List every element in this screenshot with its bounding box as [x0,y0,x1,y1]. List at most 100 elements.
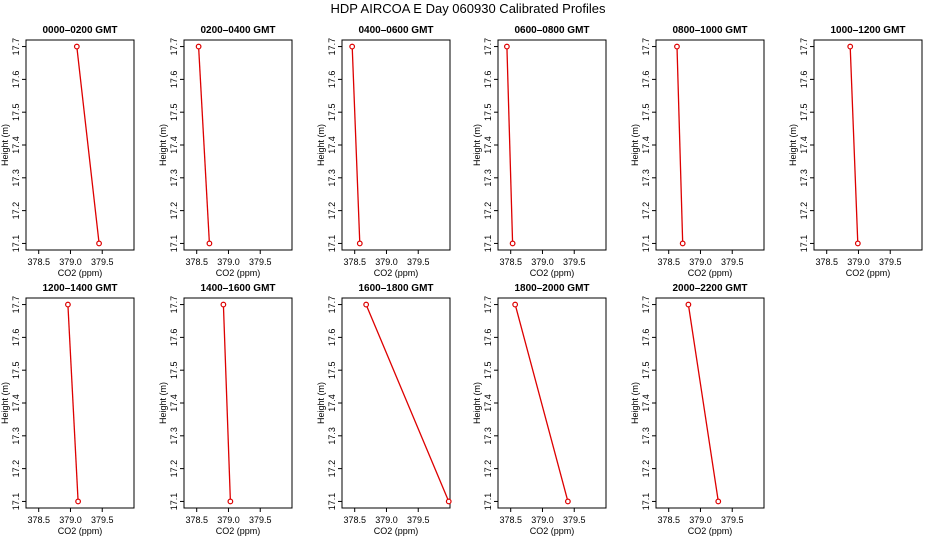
plot-frame [183,297,293,509]
plot-frame [497,39,607,251]
x-tick-label: 379.5 [249,257,272,267]
x-axis-label: CO2 (ppm) [374,526,419,536]
y-tick-label: 17.3 [169,169,179,187]
panel-title: 0400–0600 GMT [358,25,433,36]
plot-frame [655,39,765,251]
y-tick-label: 17.4 [11,136,21,154]
y-tick-label: 17.4 [483,136,493,154]
x-axis-label: CO2 (ppm) [374,268,419,278]
profile-line [514,304,569,502]
y-tick-label: 17.4 [327,136,337,154]
x-tick-label: 379.0 [59,257,82,267]
x-tick-label: 379.0 [847,257,870,267]
y-tick-label: 17.5 [799,103,809,121]
data-point [349,43,356,50]
y-axis-label: Height (m) [472,124,482,166]
y-tick-label: 17.3 [483,169,493,187]
panel-2: 0200–0400 GMT 378.5 379.0 379.5 17.1 17.2 17.3… [158,25,293,278]
y-tick-label: 17.7 [799,38,809,56]
data-point [356,240,363,247]
x-tick-label: 378.5 [499,515,522,525]
x-tick-label: 378.5 [657,515,680,525]
profile-line [67,304,79,502]
panel-title: 0600–0800 GMT [514,25,589,36]
data-point [503,43,510,50]
plot-frame [25,297,135,509]
panel-title: 1400–1600 GMT [200,283,275,294]
y-tick-label: 17.3 [327,427,337,445]
y-tick-label: 17.7 [11,296,21,314]
y-tick-label: 17.7 [327,296,337,314]
data-point [715,498,722,505]
x-tick-label: 379.0 [59,515,82,525]
y-tick-label: 17.2 [11,202,21,220]
y-tick-label: 17.2 [483,460,493,478]
profile-line [687,304,719,502]
x-tick-label: 379.5 [91,257,114,267]
x-tick-label: 379.0 [217,515,240,525]
panel-title: 1200–1400 GMT [42,283,117,294]
y-tick-label: 17.3 [641,427,651,445]
y-tick-label: 17.7 [169,296,179,314]
data-point [512,301,519,308]
x-tick-label: 378.5 [343,515,366,525]
profile-line [676,46,684,244]
data-point [445,498,452,505]
y-tick-label: 17.2 [641,202,651,220]
panel-7: 1200–1400 GMT 378.5 379.0 379.5 17.1 17.2 17.3… [0,283,135,536]
y-tick-label: 17.1 [327,493,337,511]
y-tick-label: 17.1 [483,493,493,511]
y-tick-label: 17.3 [11,427,21,445]
x-tick-label: 379.5 [407,257,430,267]
y-axis-label: Height (m) [630,124,640,166]
x-axis-label: CO2 (ppm) [846,268,891,278]
x-tick-label: 379.0 [375,257,398,267]
data-point [847,43,854,50]
data-point [674,43,680,50]
y-tick-label: 17.4 [641,136,651,154]
y-tick-label: 17.6 [169,329,179,347]
y-tick-label: 17.2 [169,202,179,220]
y-tick-label: 17.7 [483,38,493,56]
y-axis-label: Height (m) [316,124,326,166]
profile-line [197,46,211,244]
panel-8: 1400–1600 GMT 378.5 379.0 379.5 17.1 17.2 17.3… [158,283,293,536]
x-tick-label: 378.5 [27,515,50,525]
y-tick-label: 17.6 [483,71,493,89]
y-tick-label: 17.5 [483,361,493,379]
y-tick-label: 17.6 [11,329,21,347]
y-tick-label: 17.4 [799,136,809,154]
profile-line [849,46,859,244]
y-tick-label: 17.2 [169,460,179,478]
profile-line [76,46,100,244]
y-axis-label: Height (m) [0,382,10,424]
panel-grid: 0000–0200 GMT 378.5 379.0 379.5 17.1 17.2 17.3… [0,25,923,536]
y-tick-label: 17.5 [169,361,179,379]
x-axis-label: CO2 (ppm) [216,268,261,278]
y-tick-label: 17.5 [483,103,493,121]
y-tick-label: 17.5 [641,103,651,121]
panel-title: 2000–2200 GMT [672,283,747,294]
x-tick-label: 378.5 [499,257,522,267]
x-tick-label: 379.5 [407,515,430,525]
y-tick-label: 17.3 [327,169,337,187]
panel-title: 1000–1200 GMT [830,25,905,36]
y-tick-label: 17.5 [641,361,651,379]
x-tick-label: 379.0 [531,257,554,267]
y-tick-label: 17.5 [169,103,179,121]
plot-frame [341,297,451,509]
x-axis-label: CO2 (ppm) [530,268,575,278]
y-axis-label: Height (m) [0,124,10,166]
panel-1: 0000–0200 GMT 378.5 379.0 379.5 17.1 17.2 17.3… [0,25,135,278]
profile-line [351,46,361,244]
plot-frame [655,297,765,509]
y-tick-label: 17.4 [11,394,21,412]
y-tick-label: 17.3 [641,169,651,187]
y-tick-label: 17.2 [641,460,651,478]
y-tick-label: 17.7 [169,38,179,56]
x-tick-label: 379.0 [689,257,712,267]
y-tick-label: 17.1 [169,493,179,511]
y-axis-label: Height (m) [158,382,168,424]
data-point [854,240,861,247]
y-tick-label: 17.1 [11,493,21,511]
